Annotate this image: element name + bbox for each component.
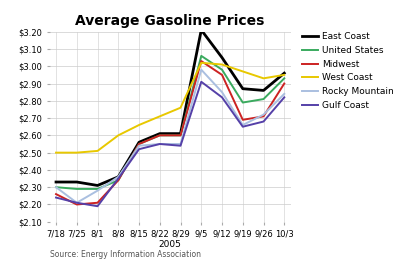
East Coast: [116, 175, 121, 178]
Gulf Coast: [282, 96, 287, 99]
Midwest: [116, 179, 121, 182]
Line: West Coast: West Coast: [56, 63, 284, 153]
Midwest: [220, 73, 225, 77]
Gulf Coast: [199, 80, 204, 83]
West Coast: [74, 151, 79, 154]
Rocky Mountain: [74, 201, 79, 204]
United States: [54, 186, 59, 189]
Legend: East Coast, United States, Midwest, West Coast, Rocky Mountain, Gulf Coast: East Coast, United States, Midwest, West…: [302, 32, 394, 110]
United States: [199, 54, 204, 58]
Midwest: [54, 192, 59, 196]
United States: [240, 101, 245, 104]
West Coast: [240, 70, 245, 73]
Text: Source: Energy Information Association: Source: Energy Information Association: [50, 250, 201, 259]
Gulf Coast: [116, 177, 121, 180]
Rocky Mountain: [116, 175, 121, 178]
Gulf Coast: [74, 201, 79, 204]
East Coast: [199, 28, 204, 31]
X-axis label: 2005: 2005: [159, 240, 182, 249]
Line: United States: United States: [56, 56, 284, 189]
East Coast: [261, 89, 266, 92]
East Coast: [95, 184, 100, 187]
Gulf Coast: [95, 205, 100, 208]
Rocky Mountain: [54, 186, 59, 189]
West Coast: [116, 134, 121, 137]
West Coast: [54, 151, 59, 154]
West Coast: [95, 149, 100, 153]
United States: [220, 68, 225, 71]
Midwest: [95, 201, 100, 204]
Rocky Mountain: [95, 189, 100, 192]
United States: [282, 77, 287, 80]
Midwest: [137, 142, 142, 145]
East Coast: [157, 132, 162, 135]
Gulf Coast: [240, 125, 245, 128]
Rocky Mountain: [282, 92, 287, 96]
Rocky Mountain: [137, 144, 142, 147]
West Coast: [261, 77, 266, 80]
East Coast: [240, 87, 245, 90]
Midwest: [282, 82, 287, 85]
West Coast: [137, 123, 142, 126]
United States: [74, 187, 79, 191]
Rocky Mountain: [261, 113, 266, 116]
United States: [157, 134, 162, 137]
Title: Average Gasoline Prices: Average Gasoline Prices: [76, 14, 265, 28]
Rocky Mountain: [199, 68, 204, 71]
Midwest: [199, 59, 204, 63]
Gulf Coast: [178, 144, 183, 147]
Rocky Mountain: [220, 91, 225, 94]
Midwest: [178, 134, 183, 137]
Line: Gulf Coast: Gulf Coast: [56, 82, 284, 206]
United States: [95, 187, 100, 191]
United States: [261, 97, 266, 101]
United States: [137, 142, 142, 145]
West Coast: [220, 63, 225, 66]
United States: [178, 134, 183, 137]
East Coast: [178, 132, 183, 135]
Rocky Mountain: [240, 123, 245, 126]
Midwest: [261, 115, 266, 118]
Midwest: [74, 203, 79, 206]
Gulf Coast: [220, 96, 225, 99]
United States: [116, 179, 121, 182]
Midwest: [157, 134, 162, 137]
Line: Midwest: Midwest: [56, 61, 284, 205]
East Coast: [220, 56, 225, 59]
Midwest: [240, 118, 245, 121]
Gulf Coast: [261, 120, 266, 123]
West Coast: [157, 115, 162, 118]
West Coast: [199, 61, 204, 64]
Gulf Coast: [54, 196, 59, 199]
East Coast: [54, 180, 59, 183]
East Coast: [282, 72, 287, 75]
Line: Rocky Mountain: Rocky Mountain: [56, 70, 284, 203]
West Coast: [282, 73, 287, 77]
West Coast: [178, 106, 183, 109]
Gulf Coast: [157, 142, 162, 145]
Line: East Coast: East Coast: [56, 30, 284, 186]
East Coast: [137, 141, 142, 144]
Gulf Coast: [137, 148, 142, 151]
East Coast: [74, 180, 79, 183]
Rocky Mountain: [178, 142, 183, 145]
Rocky Mountain: [157, 142, 162, 145]
